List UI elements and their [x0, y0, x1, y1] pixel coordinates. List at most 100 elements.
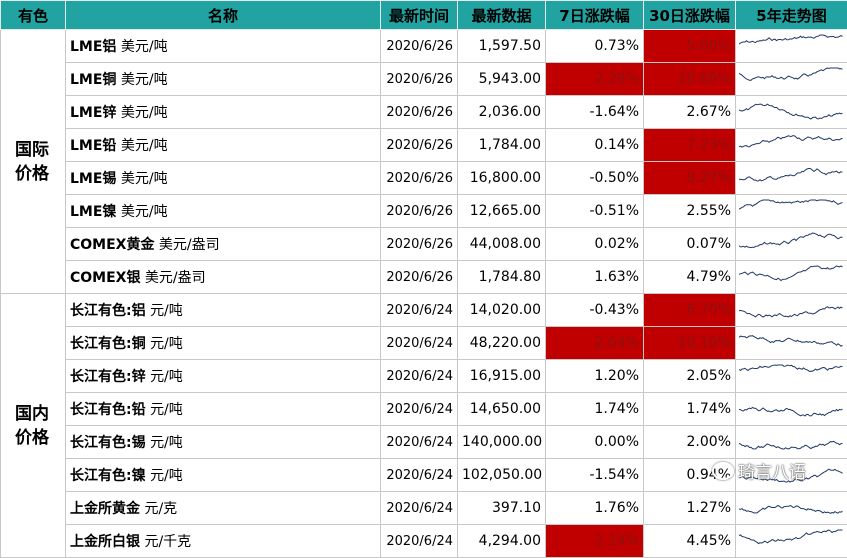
- sparkline-path: [739, 233, 843, 248]
- change-7d: -0.51%: [546, 195, 644, 228]
- trend-cell: [736, 261, 847, 294]
- date-cell: 2020/6/24: [381, 426, 458, 459]
- name-cell: 长江有色:锡 元/吨: [66, 426, 381, 459]
- metal-name: 上金所白银: [70, 534, 140, 550]
- sparkline-path: [739, 530, 843, 544]
- name-cell: LME铝 美元/吨: [66, 30, 381, 63]
- sparkline: [739, 230, 843, 254]
- unit: 元/吨: [150, 468, 183, 484]
- value-cell: 14,650.00: [458, 393, 546, 426]
- name-cell: 上金所黄金 元/克: [66, 492, 381, 525]
- trend-cell: [736, 63, 847, 96]
- date-cell: 2020/6/24: [381, 360, 458, 393]
- change-7d: 1.74%: [546, 393, 644, 426]
- sparkline: [739, 494, 843, 518]
- change-7d: -0.50%: [546, 162, 644, 195]
- name-cell: LME铜 美元/吨: [66, 63, 381, 96]
- unit: 美元/吨: [121, 204, 168, 220]
- metal-name: LME铜: [70, 72, 116, 88]
- sparkline: [739, 164, 843, 188]
- trend-cell: [736, 393, 847, 426]
- change-30d: 2.00%: [644, 426, 736, 459]
- name-cell: 长江有色:锌 元/吨: [66, 360, 381, 393]
- change-7d: 2.29%: [546, 63, 644, 96]
- change-7d: -0.43%: [546, 294, 644, 327]
- change-30d: 2.67%: [644, 96, 736, 129]
- metal-name: 长江有色:铜: [70, 336, 146, 352]
- unit: 美元/吨: [121, 138, 168, 154]
- metal-name: COMEX银: [70, 270, 140, 286]
- column-header: 7日涨跌幅: [546, 1, 644, 30]
- trend-cell: [736, 195, 847, 228]
- change-30d: 5.00%: [644, 30, 736, 63]
- value-cell: 16,800.00: [458, 162, 546, 195]
- unit: 元/吨: [150, 402, 183, 418]
- name-cell: 长江有色:铅 元/吨: [66, 393, 381, 426]
- date-cell: 2020/6/24: [381, 459, 458, 492]
- sparkline-path: [739, 168, 843, 181]
- trend-cell: [736, 327, 847, 360]
- unit: 美元/吨: [121, 171, 168, 187]
- date-cell: 2020/6/24: [381, 327, 458, 360]
- sparkline-path: [739, 408, 843, 417]
- column-header: 名称: [66, 1, 381, 30]
- change-30d: 4.79%: [644, 261, 736, 294]
- column-header: 最新数据: [458, 1, 546, 30]
- change-7d: 2.14%: [546, 525, 644, 558]
- unit: 美元/盎司: [145, 270, 206, 286]
- name-cell: LME镍 美元/吨: [66, 195, 381, 228]
- date-cell: 2020/6/24: [381, 492, 458, 525]
- value-cell: 140,000.00: [458, 426, 546, 459]
- change-30d: 10.69%: [644, 63, 736, 96]
- value-cell: 102,050.00: [458, 459, 546, 492]
- change-7d: 0.14%: [546, 129, 644, 162]
- column-header: 30日涨跌幅: [644, 1, 736, 30]
- date-cell: 2020/6/26: [381, 195, 458, 228]
- trend-cell: [736, 360, 847, 393]
- group-label: 国际价格: [15, 138, 51, 186]
- metal-name: LME铝: [70, 39, 116, 55]
- name-cell: COMEX黄金 美元/盎司: [66, 228, 381, 261]
- change-30d: 0.07%: [644, 228, 736, 261]
- value-cell: 44,008.00: [458, 228, 546, 261]
- sparkline: [739, 362, 843, 386]
- unit: 元/吨: [150, 303, 183, 319]
- trend-cell: [736, 129, 847, 162]
- unit: 元/吨: [150, 336, 183, 352]
- value-cell: 2,036.00: [458, 96, 546, 129]
- change-30d: 9.27%: [644, 162, 736, 195]
- sparkline: [739, 32, 843, 56]
- date-cell: 2020/6/26: [381, 228, 458, 261]
- value-cell: 1,597.50: [458, 30, 546, 63]
- group-cell: 国际价格: [1, 30, 66, 294]
- name-cell: 上金所白银 元/千克: [66, 525, 381, 558]
- sparkline-path: [739, 365, 843, 372]
- name-cell: 长江有色:铜 元/吨: [66, 327, 381, 360]
- trend-cell: [736, 30, 847, 63]
- column-header: 有色: [1, 1, 66, 30]
- unit: 美元/吨: [121, 39, 168, 55]
- column-header: 最新时间: [381, 1, 458, 30]
- date-cell: 2020/6/24: [381, 294, 458, 327]
- metal-name: LME镍: [70, 204, 116, 220]
- unit: 元/千克: [144, 534, 191, 550]
- name-cell: 长江有色:铝 元/吨: [66, 294, 381, 327]
- sparkline: [739, 98, 843, 122]
- sparkline-path: [739, 336, 843, 347]
- value-cell: 1,784.80: [458, 261, 546, 294]
- value-cell: 14,020.00: [458, 294, 546, 327]
- change-7d: 2.64%: [546, 327, 644, 360]
- change-30d: 6.70%: [644, 294, 736, 327]
- date-cell: 2020/6/26: [381, 129, 458, 162]
- date-cell: 2020/6/26: [381, 30, 458, 63]
- sparkline-path: [739, 104, 843, 119]
- unit: 美元/盎司: [159, 237, 220, 253]
- change-7d: 0.00%: [546, 426, 644, 459]
